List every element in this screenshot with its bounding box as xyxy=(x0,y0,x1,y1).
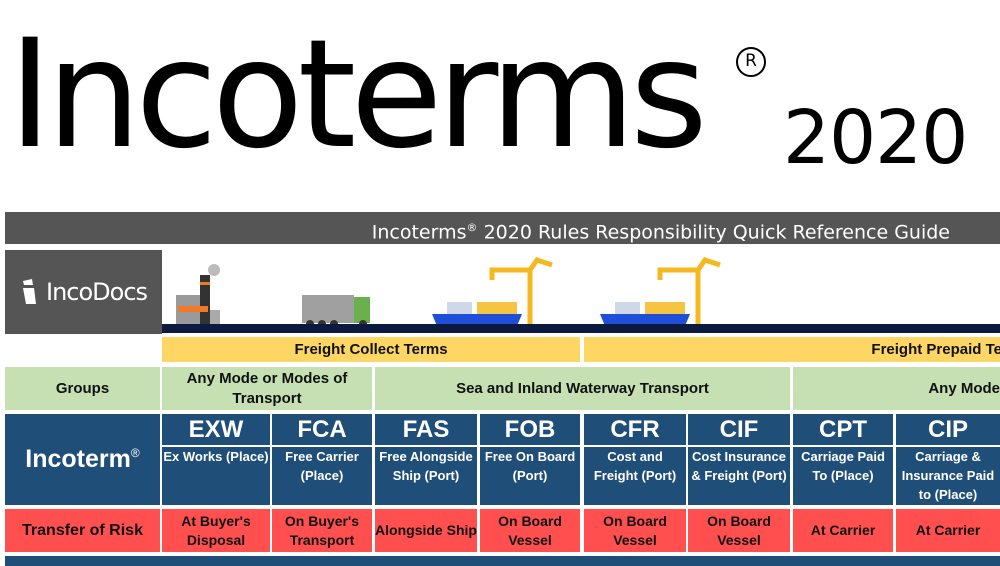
factory-icon xyxy=(176,264,220,325)
registered-mark: R xyxy=(736,47,766,77)
incodocs-logo: IncoDocs xyxy=(5,250,162,334)
transport-illustration xyxy=(176,257,721,326)
ground-line xyxy=(162,324,1000,333)
groups-label: Groups xyxy=(5,367,160,410)
incodocs-logo-icon xyxy=(22,279,36,304)
mode-any: Any Mode or Modes of Transport xyxy=(162,367,372,410)
fas-code: FAS xyxy=(375,414,477,445)
cip-code: CIP xyxy=(896,414,1000,445)
fob-desc: Free On Board (Port) xyxy=(480,447,580,505)
fob-code: FOB xyxy=(480,414,580,445)
freight-prepaid-header: Freight Prepaid Te xyxy=(584,337,1000,362)
cif-code: CIF xyxy=(688,414,790,445)
exw-desc: Ex Works (Place) xyxy=(162,447,270,505)
guide-title-reg: ® xyxy=(466,221,478,234)
cpt-code: CPT xyxy=(793,414,893,445)
freight-prepaid-label: Freight Prepaid Te xyxy=(871,341,1000,358)
guide-title: Incoterms® 2020 Rules Responsibility Qui… xyxy=(5,212,1000,244)
guide-title-brand: Incoterms xyxy=(371,221,467,244)
exw-code: EXW xyxy=(162,414,270,445)
exw-risk: At Buyer's Disposal xyxy=(162,509,270,552)
cip-risk: At Carrier xyxy=(896,509,1000,552)
incoterm-label: Incoterm ® xyxy=(5,414,160,505)
truck-icon xyxy=(302,295,370,326)
year-heading: 2020 xyxy=(783,95,968,181)
cfr-risk: On Board Vessel xyxy=(584,509,686,552)
freight-collect-header: Freight Collect Terms xyxy=(162,337,580,362)
cfr-desc: Cost and Freight (Port) xyxy=(584,447,686,505)
cpt-desc: Carriage Paid To (Place) xyxy=(793,447,893,505)
mode-sea: Sea and Inland Waterway Transport xyxy=(375,367,790,410)
logo-text: IncoDocs xyxy=(45,278,148,306)
next-section-bar xyxy=(5,556,1000,566)
fob-risk: On Board Vessel xyxy=(480,509,580,552)
fas-desc: Free Alongside Ship (Port) xyxy=(375,447,477,505)
cif-risk: On Board Vessel xyxy=(688,509,790,552)
fca-risk: On Buyer's Transport xyxy=(272,509,372,552)
cfr-code: CFR xyxy=(584,414,686,445)
transfer-of-risk-label: Transfer of Risk xyxy=(5,509,160,552)
ship-crane-icon xyxy=(432,257,553,326)
incoterms-heading: Incoterms xyxy=(8,8,708,182)
cpt-risk: At Carrier xyxy=(793,509,893,552)
fca-desc: Free Carrier (Place) xyxy=(272,447,372,505)
fas-risk: Alongside Ship xyxy=(375,509,477,552)
cif-desc: Cost Insurance & Freight (Port) xyxy=(688,447,790,505)
ship-crane-icon xyxy=(600,257,721,326)
mode-any-2: Any Mode xyxy=(793,367,1000,410)
guide-title-rest: 2020 Rules Responsibility Quick Referenc… xyxy=(483,221,950,244)
incoterm-reg: ® xyxy=(130,445,140,460)
cip-desc: Carriage & Insurance Paid to (Place) xyxy=(896,447,1000,505)
fca-code: FCA xyxy=(272,414,372,445)
incoterm-label-text: Incoterm xyxy=(25,445,131,473)
